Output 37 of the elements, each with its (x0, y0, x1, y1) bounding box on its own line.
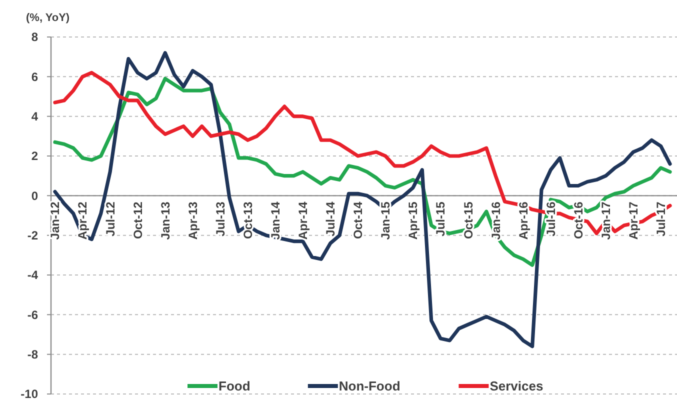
x-tick-label: Jan-15 (378, 201, 393, 240)
legend-label: Services (490, 378, 544, 394)
x-tick-label: Jul-16 (544, 201, 558, 236)
x-tick-label: Jul-15 (434, 201, 448, 236)
y-tick-label: -10 (20, 387, 38, 402)
x-tick-label: Apr-12 (76, 201, 90, 240)
y-tick-label: -4 (27, 268, 38, 282)
x-tick-label: Jan-14 (268, 201, 282, 240)
x-tick-label: Jan-17 (598, 201, 613, 240)
x-tick-label: Oct-16 (571, 201, 586, 240)
x-tick-label: Oct-14 (351, 201, 366, 240)
x-tick-label: Apr-13 (186, 201, 200, 240)
y-tick-label: -8 (27, 348, 38, 362)
y-tick-label: 0 (31, 188, 38, 203)
legend-label: Non-Food (338, 378, 400, 394)
x-tick-label: Jul-13 (213, 201, 228, 236)
y-tick-label: -6 (27, 308, 38, 322)
x-tick-label: Oct-15 (461, 201, 476, 240)
y-tick-label: 6 (31, 70, 38, 84)
y-tick-label: 8 (31, 30, 38, 44)
y-tick-label: 2 (31, 149, 38, 164)
x-tick-label: Jul-14 (324, 201, 338, 236)
x-tick-label: Jan-12 (48, 201, 62, 240)
x-tick-label: Jul-17 (654, 201, 668, 236)
x-tick-label: Jan-16 (488, 201, 503, 240)
y-axis-title: (%, YoY) (26, 12, 70, 24)
x-tick-label: Jan-13 (158, 201, 172, 240)
x-tick-label: Apr-15 (406, 201, 420, 240)
x-tick-label: Apr-14 (296, 201, 310, 240)
y-tick-label: 4 (31, 110, 38, 124)
x-tick-label: Oct-12 (130, 201, 145, 240)
x-tick-label: Jul-12 (103, 201, 118, 236)
x-tick-label: Apr-17 (626, 201, 640, 240)
x-tick-label: Oct-13 (240, 201, 255, 240)
x-tick-label: Apr-16 (516, 201, 530, 240)
legend-label: Food (218, 378, 250, 394)
y-tick-label: -2 (27, 228, 38, 243)
